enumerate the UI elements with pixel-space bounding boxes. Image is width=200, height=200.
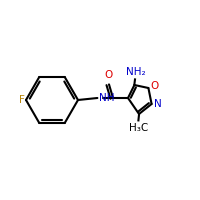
Text: NH₂: NH₂ bbox=[126, 67, 146, 77]
Text: O: O bbox=[104, 70, 113, 80]
Text: N: N bbox=[154, 99, 162, 109]
Text: H₃C: H₃C bbox=[129, 123, 148, 133]
Text: F: F bbox=[19, 95, 24, 105]
Text: NH: NH bbox=[99, 93, 114, 103]
Text: O: O bbox=[151, 81, 159, 91]
